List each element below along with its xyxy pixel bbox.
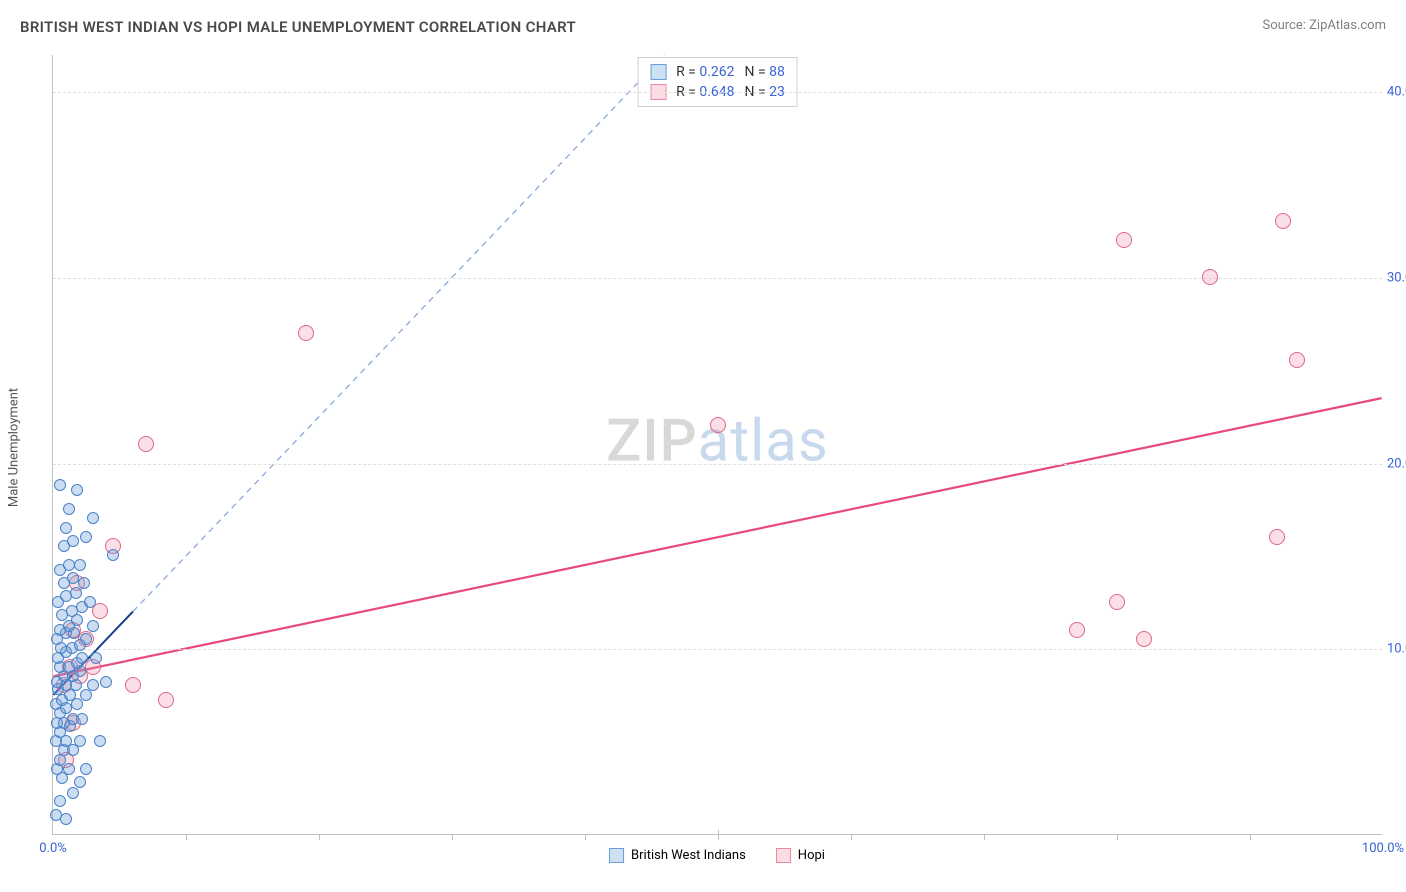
bwi-point <box>74 735 86 747</box>
x-tick <box>186 834 187 840</box>
x-tick <box>851 834 852 840</box>
bwi-point <box>84 596 96 608</box>
y-tick-label: 10.0% <box>1387 642 1406 657</box>
bwi-point <box>87 679 99 691</box>
hopi-point <box>1202 269 1218 285</box>
bwi-point <box>78 577 90 589</box>
r-value-bwi: 0.262 <box>699 64 734 80</box>
y-axis-label: Male Unemployment <box>7 388 22 507</box>
x-tick <box>984 834 985 840</box>
legend-swatch-hopi <box>776 848 791 863</box>
r-label: R = <box>676 64 696 80</box>
n-value-bwi: 88 <box>769 64 785 80</box>
x-tick <box>319 834 320 840</box>
bwi-point <box>107 549 119 561</box>
y-tick-label: 30.0% <box>1387 270 1406 285</box>
gridline <box>53 278 1382 279</box>
bwi-point <box>76 713 88 725</box>
hopi-point <box>1116 232 1132 248</box>
hopi-point <box>138 436 154 452</box>
bwi-point <box>80 633 92 645</box>
x-tick-label: 100.0% <box>1362 841 1404 856</box>
hopi-point <box>125 677 141 693</box>
bottom-legend: British West Indians Hopi <box>609 848 825 863</box>
x-tick <box>452 834 453 840</box>
gridline <box>53 464 1382 465</box>
bwi-point <box>87 512 99 524</box>
bwi-point <box>94 735 106 747</box>
stats-swatch-bwi <box>650 64 666 80</box>
legend-label-bwi: British West Indians <box>631 848 746 863</box>
stats-box: R = 0.262 N = 88 R = 0.648 N = 23 <box>637 57 798 107</box>
trend-lines-svg <box>53 55 1382 834</box>
hopi-point <box>1275 213 1291 229</box>
legend-item-bwi: British West Indians <box>609 848 746 863</box>
bwi-point <box>80 763 92 775</box>
legend-item-hopi: Hopi <box>776 848 825 863</box>
stats-row-bwi: R = 0.262 N = 88 <box>638 62 797 82</box>
bwi-point <box>60 813 72 825</box>
bwi-point <box>54 479 66 491</box>
bwi-point <box>54 795 66 807</box>
bwi-point <box>63 503 75 515</box>
x-tick <box>718 830 719 840</box>
x-tick <box>585 834 586 840</box>
hopi-point <box>298 325 314 341</box>
gridline <box>53 649 1382 650</box>
chart-title: BRITISH WEST INDIAN VS HOPI MALE UNEMPLO… <box>20 18 576 36</box>
plot-area: ZIPatlas R = 0.262 N = 88 R = 0.648 N = … <box>52 55 1382 835</box>
bwi-point <box>63 763 75 775</box>
n-label: N = <box>745 64 766 80</box>
bwi-point <box>74 776 86 788</box>
bwi-point <box>76 652 88 664</box>
hopi-point <box>1136 631 1152 647</box>
hopi-point <box>1269 529 1285 545</box>
y-tick-label: 40.0% <box>1387 85 1406 100</box>
gridline <box>53 92 1382 93</box>
bwi-point <box>71 484 83 496</box>
legend-swatch-bwi <box>609 848 624 863</box>
hopi-point <box>710 417 726 433</box>
legend-label-hopi: Hopi <box>798 848 825 863</box>
bwi-point <box>67 535 79 547</box>
bwi-point <box>90 652 102 664</box>
bwi-point <box>60 522 72 534</box>
hopi-point <box>158 692 174 708</box>
bwi-point <box>74 559 86 571</box>
bwi-point <box>87 620 99 632</box>
x-tick <box>1250 834 1251 840</box>
chart-container: ZIPatlas R = 0.262 N = 88 R = 0.648 N = … <box>52 55 1382 835</box>
source-label: Source: ZipAtlas.com <box>1262 18 1386 33</box>
bwi-point <box>80 531 92 543</box>
hopi-point <box>1109 594 1125 610</box>
x-tick <box>1117 834 1118 840</box>
hopi-point <box>1069 622 1085 638</box>
x-tick-label: 0.0% <box>39 841 67 856</box>
bwi-point <box>67 787 79 799</box>
y-tick-label: 20.0% <box>1387 456 1406 471</box>
bwi-point <box>100 676 112 688</box>
hopi-point <box>1289 352 1305 368</box>
